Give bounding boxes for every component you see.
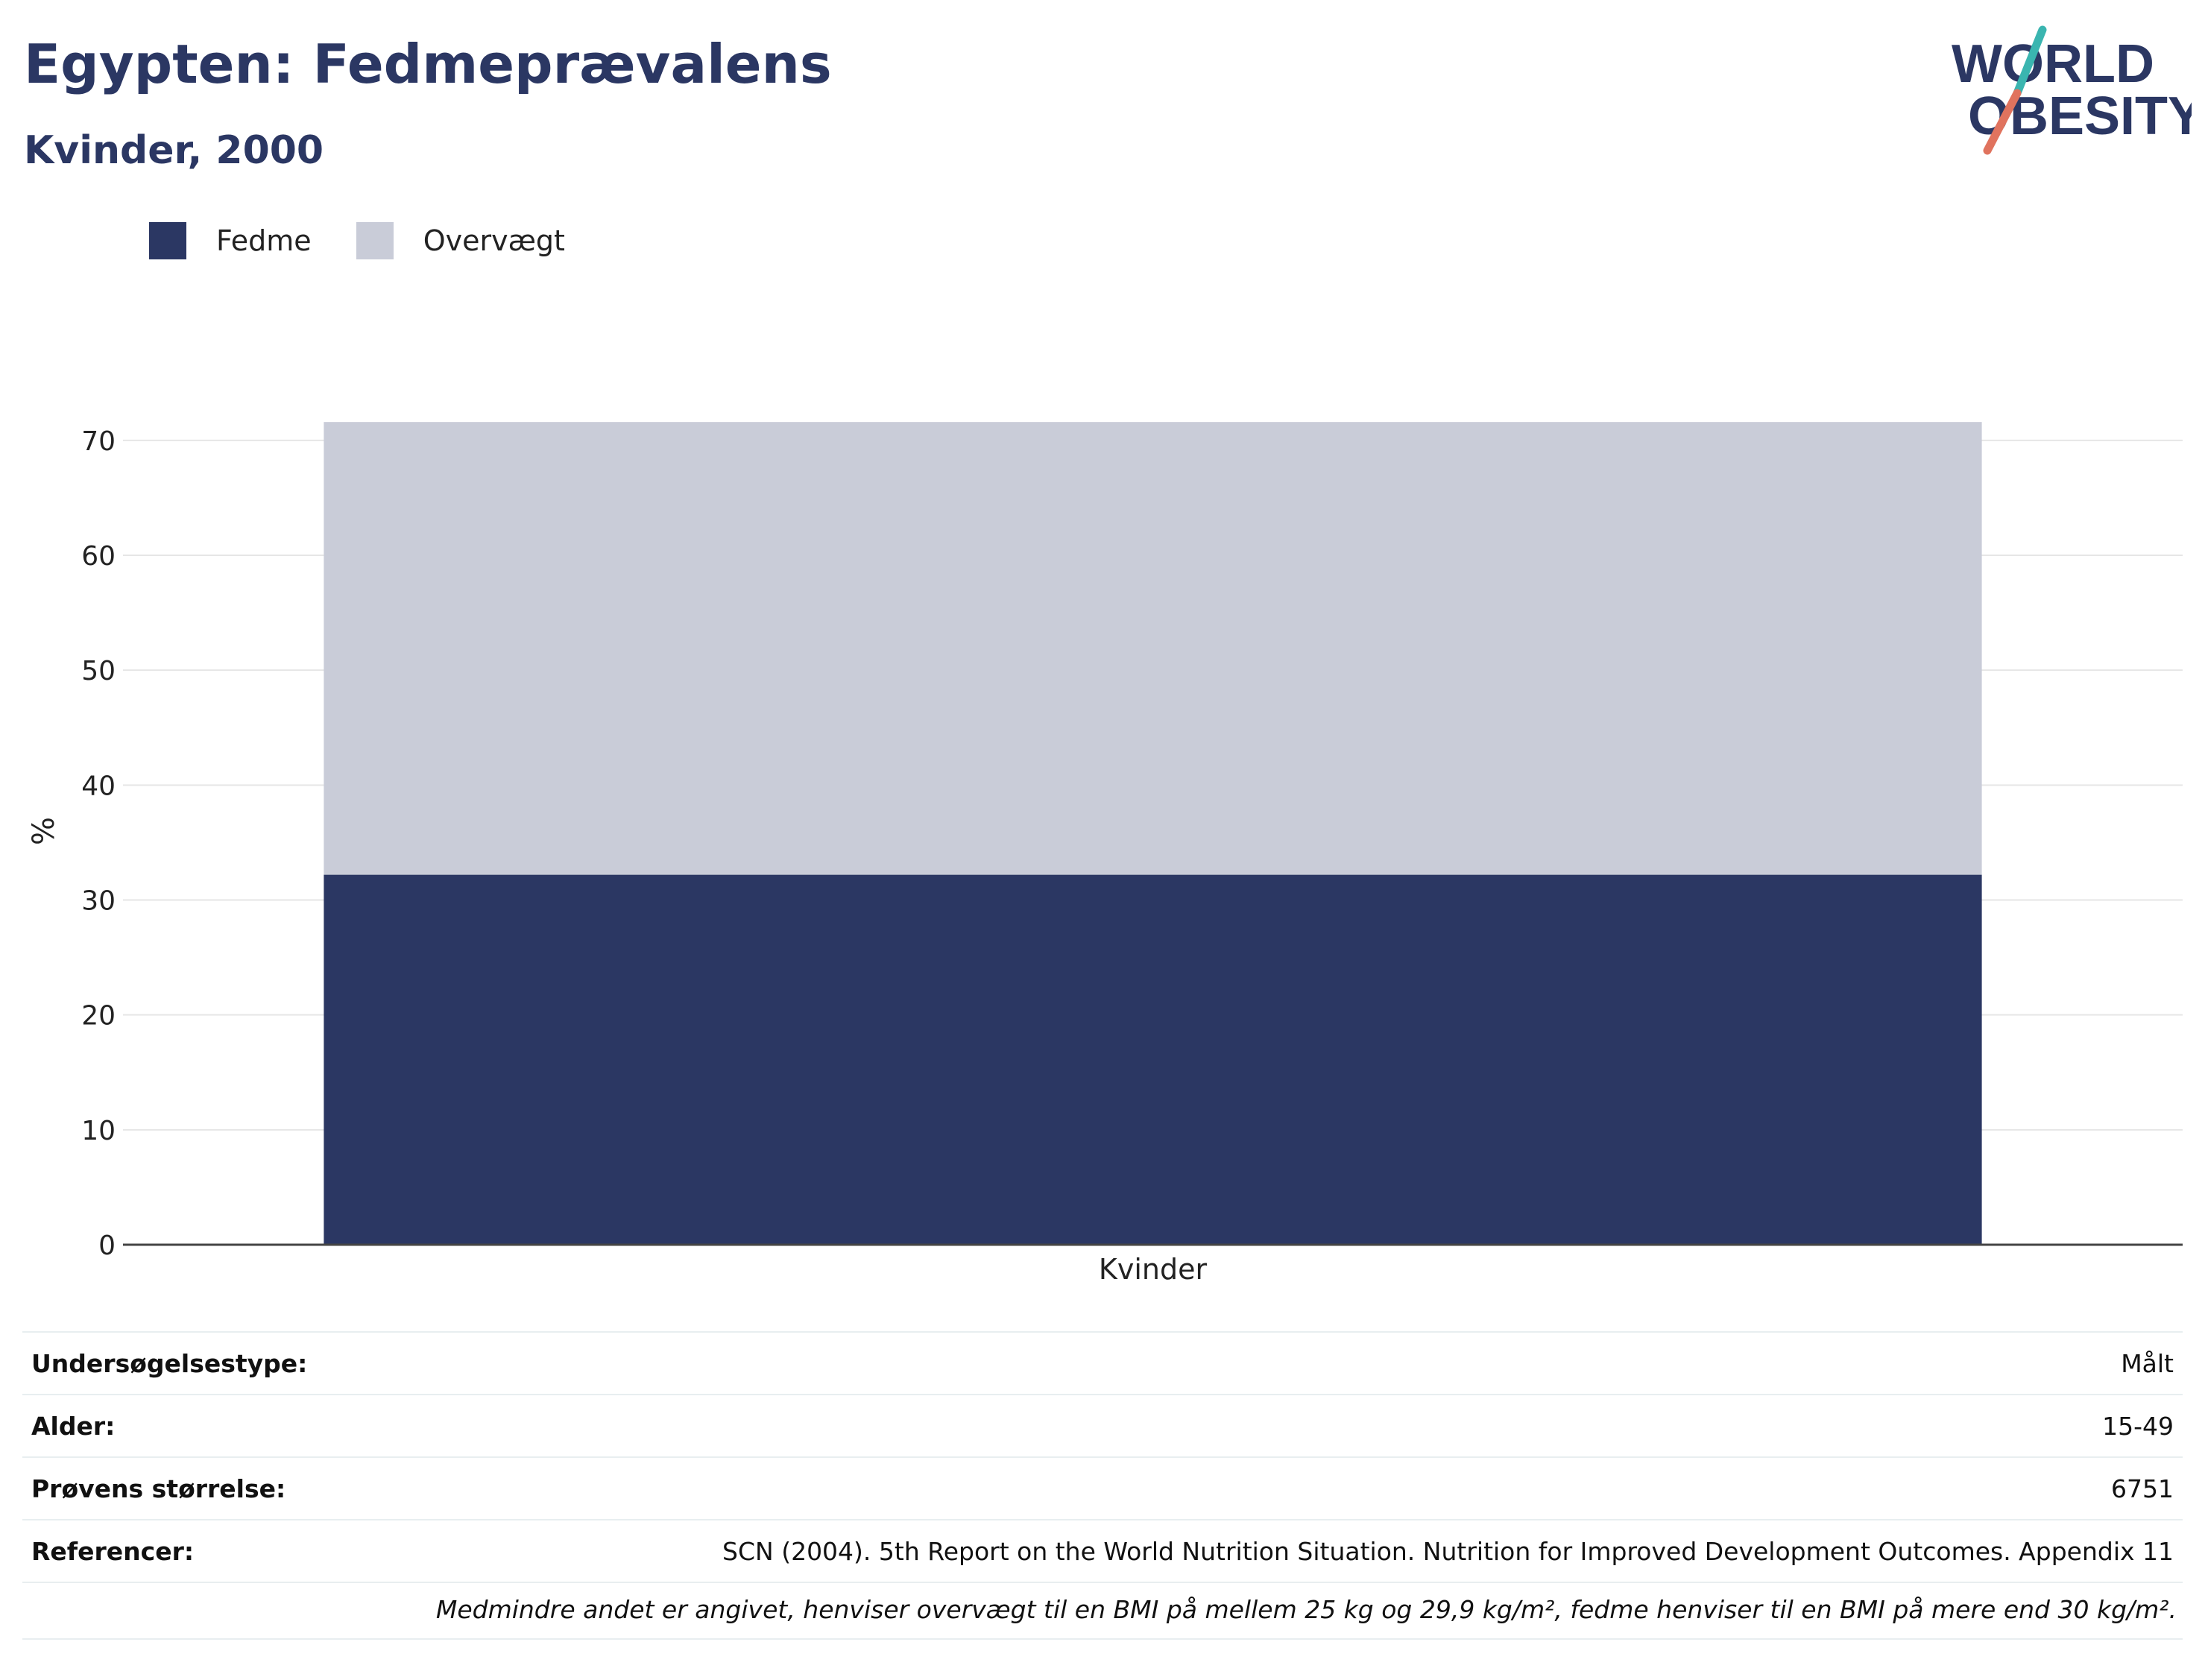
y-tick-label: 30 — [81, 886, 116, 917]
world-obesity-logo: WORLD OBESITY — [1952, 25, 2192, 155]
chart-legend: Fedme Overvægt — [149, 221, 610, 261]
y-tick-label: 70 — [81, 426, 116, 457]
info-value: Målt — [382, 1331, 2183, 1395]
info-value: SCN (2004). 5th Report on the World Nutr… — [382, 1520, 2183, 1583]
info-value: 15-49 — [382, 1395, 2183, 1458]
table-row: Alder: 15-49 — [22, 1395, 2183, 1458]
logo-slash-teal — [2013, 25, 2047, 98]
page-subtitle: Kvinder, 2000 — [24, 128, 324, 173]
legend-item-fedme[interactable]: Fedme — [149, 222, 312, 259]
info-key: Prøvens størrelse: — [22, 1457, 383, 1520]
y-axis-label: % — [27, 817, 61, 845]
info-value: 6751 — [382, 1457, 2183, 1520]
logo-slash-coral — [1983, 89, 2022, 155]
table-row: Referencer: SCN (2004). 5th Report on th… — [22, 1520, 2183, 1583]
y-tick-label: 0 — [98, 1231, 116, 1261]
legend-swatch-fedme — [149, 222, 186, 259]
y-tick-label: 40 — [81, 771, 116, 801]
legend-label-fedme: Fedme — [216, 224, 312, 257]
y-tick-label: 50 — [81, 656, 116, 686]
logo-line1: WORLD — [1952, 34, 2154, 94]
info-table: Undersøgelsestype: Målt Alder: 15-49 Prø… — [22, 1331, 2183, 1583]
page-title: Egypten: Fedmeprævalens — [24, 33, 832, 95]
y-tick-label: 60 — [81, 541, 116, 572]
bar-chart: 0 10 20 30 40 50 60 70 Kvinder% — [27, 422, 2183, 1286]
y-tick-label: 20 — [81, 1001, 116, 1032]
table-row: Undersøgelsestype: Målt — [22, 1331, 2183, 1395]
footnote: Medmindre andet er angivet, henviser ove… — [435, 1595, 2177, 1624]
info-key: Referencer: — [22, 1520, 383, 1583]
bar-overvaegt — [324, 422, 1982, 875]
bar-fedme — [324, 874, 1982, 1245]
info-key: Alder: — [22, 1395, 383, 1458]
legend-swatch-overvaegt — [356, 222, 394, 259]
x-tick-label: Kvinder — [1099, 1253, 1208, 1286]
y-tick-label: 10 — [81, 1116, 116, 1146]
info-key: Undersøgelsestype: — [22, 1331, 383, 1395]
legend-item-overvaegt[interactable]: Overvægt — [356, 222, 565, 259]
table-row: Prøvens størrelse: 6751 — [22, 1457, 2183, 1520]
legend-label-overvaegt: Overvægt — [423, 224, 565, 257]
footnote-divider — [22, 1638, 2183, 1640]
